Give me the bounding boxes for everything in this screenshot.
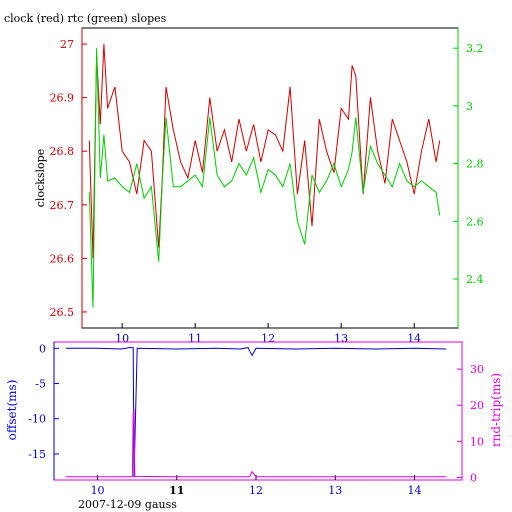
bottom-chart-xlabel: 2007-12-09 gauss — [78, 498, 177, 511]
bottom-series-line-1 — [65, 408, 447, 478]
y-left-tick-label: -5 — [35, 378, 46, 391]
top-left-axis: 26.5 26.6 26.7 26.8 26.9 27 — [50, 28, 87, 328]
x-tick-label: 11 — [188, 332, 202, 345]
top-chart-ylabel: clockslope — [34, 149, 47, 207]
x-tick-label: 10 — [91, 484, 105, 497]
y-left-tick-label: 26.6 — [50, 252, 75, 265]
bottom-chart-ylabel-left: offset(ms) — [5, 380, 19, 441]
y-left-tick-label: 27 — [60, 38, 74, 51]
y-right-tick-label: 0 — [470, 471, 477, 484]
bottom-chart-ylabel-right: rnd-trip(ms) — [489, 373, 503, 447]
top-right-axis: 2.4 2.6 2.8 3 3.2 — [453, 28, 484, 328]
x-tick-label: 13 — [328, 484, 342, 497]
y-right-tick-label: 2.4 — [466, 273, 484, 286]
y-left-tick-label: -10 — [28, 413, 46, 426]
bottom-plot-frame — [53, 341, 463, 481]
y-left-tick-label: 26.5 — [50, 306, 75, 319]
top-series-group — [88, 44, 441, 308]
y-right-tick-label: 3.2 — [466, 42, 484, 55]
y-left-tick-label: -15 — [28, 448, 46, 461]
y-left-tick-label: 26.7 — [50, 199, 75, 212]
top-series-line-0 — [88, 44, 441, 259]
x-tick-label: 12 — [249, 484, 263, 497]
x-tick-label: 13 — [334, 332, 348, 345]
bottom-series-group — [65, 347, 447, 478]
y-left-tick-label: 0 — [39, 342, 46, 355]
top-plot-frame — [81, 27, 459, 329]
top-series-line-1 — [88, 48, 441, 308]
y-right-tick-label: 30 — [470, 363, 484, 376]
top-chart-title: clock (red) rtc (green) slopes — [4, 12, 167, 25]
bottom-right-axis: 0 10 20 30 — [457, 342, 484, 484]
bottom-left-axis: 0 -5 -10 -15 — [28, 342, 59, 480]
bottom-x-axis: 10 11 12 13 14 — [91, 475, 421, 497]
y-right-tick-label: 3 — [466, 100, 473, 113]
y-left-tick-label: 26.8 — [50, 145, 75, 158]
y-right-tick-label: 2.8 — [466, 158, 484, 171]
y-right-tick-label: 2.6 — [466, 215, 484, 228]
y-right-tick-label: 10 — [470, 435, 484, 448]
y-right-tick-label: 20 — [470, 399, 484, 412]
y-left-tick-label: 26.9 — [50, 92, 75, 105]
x-tick-label: 10 — [115, 332, 129, 345]
x-tick-label: 11 — [169, 484, 184, 497]
x-tick-label: 14 — [407, 332, 421, 345]
x-tick-label: 14 — [407, 484, 421, 497]
x-tick-label: 12 — [261, 332, 275, 345]
bottom-series-line-0 — [65, 347, 447, 478]
